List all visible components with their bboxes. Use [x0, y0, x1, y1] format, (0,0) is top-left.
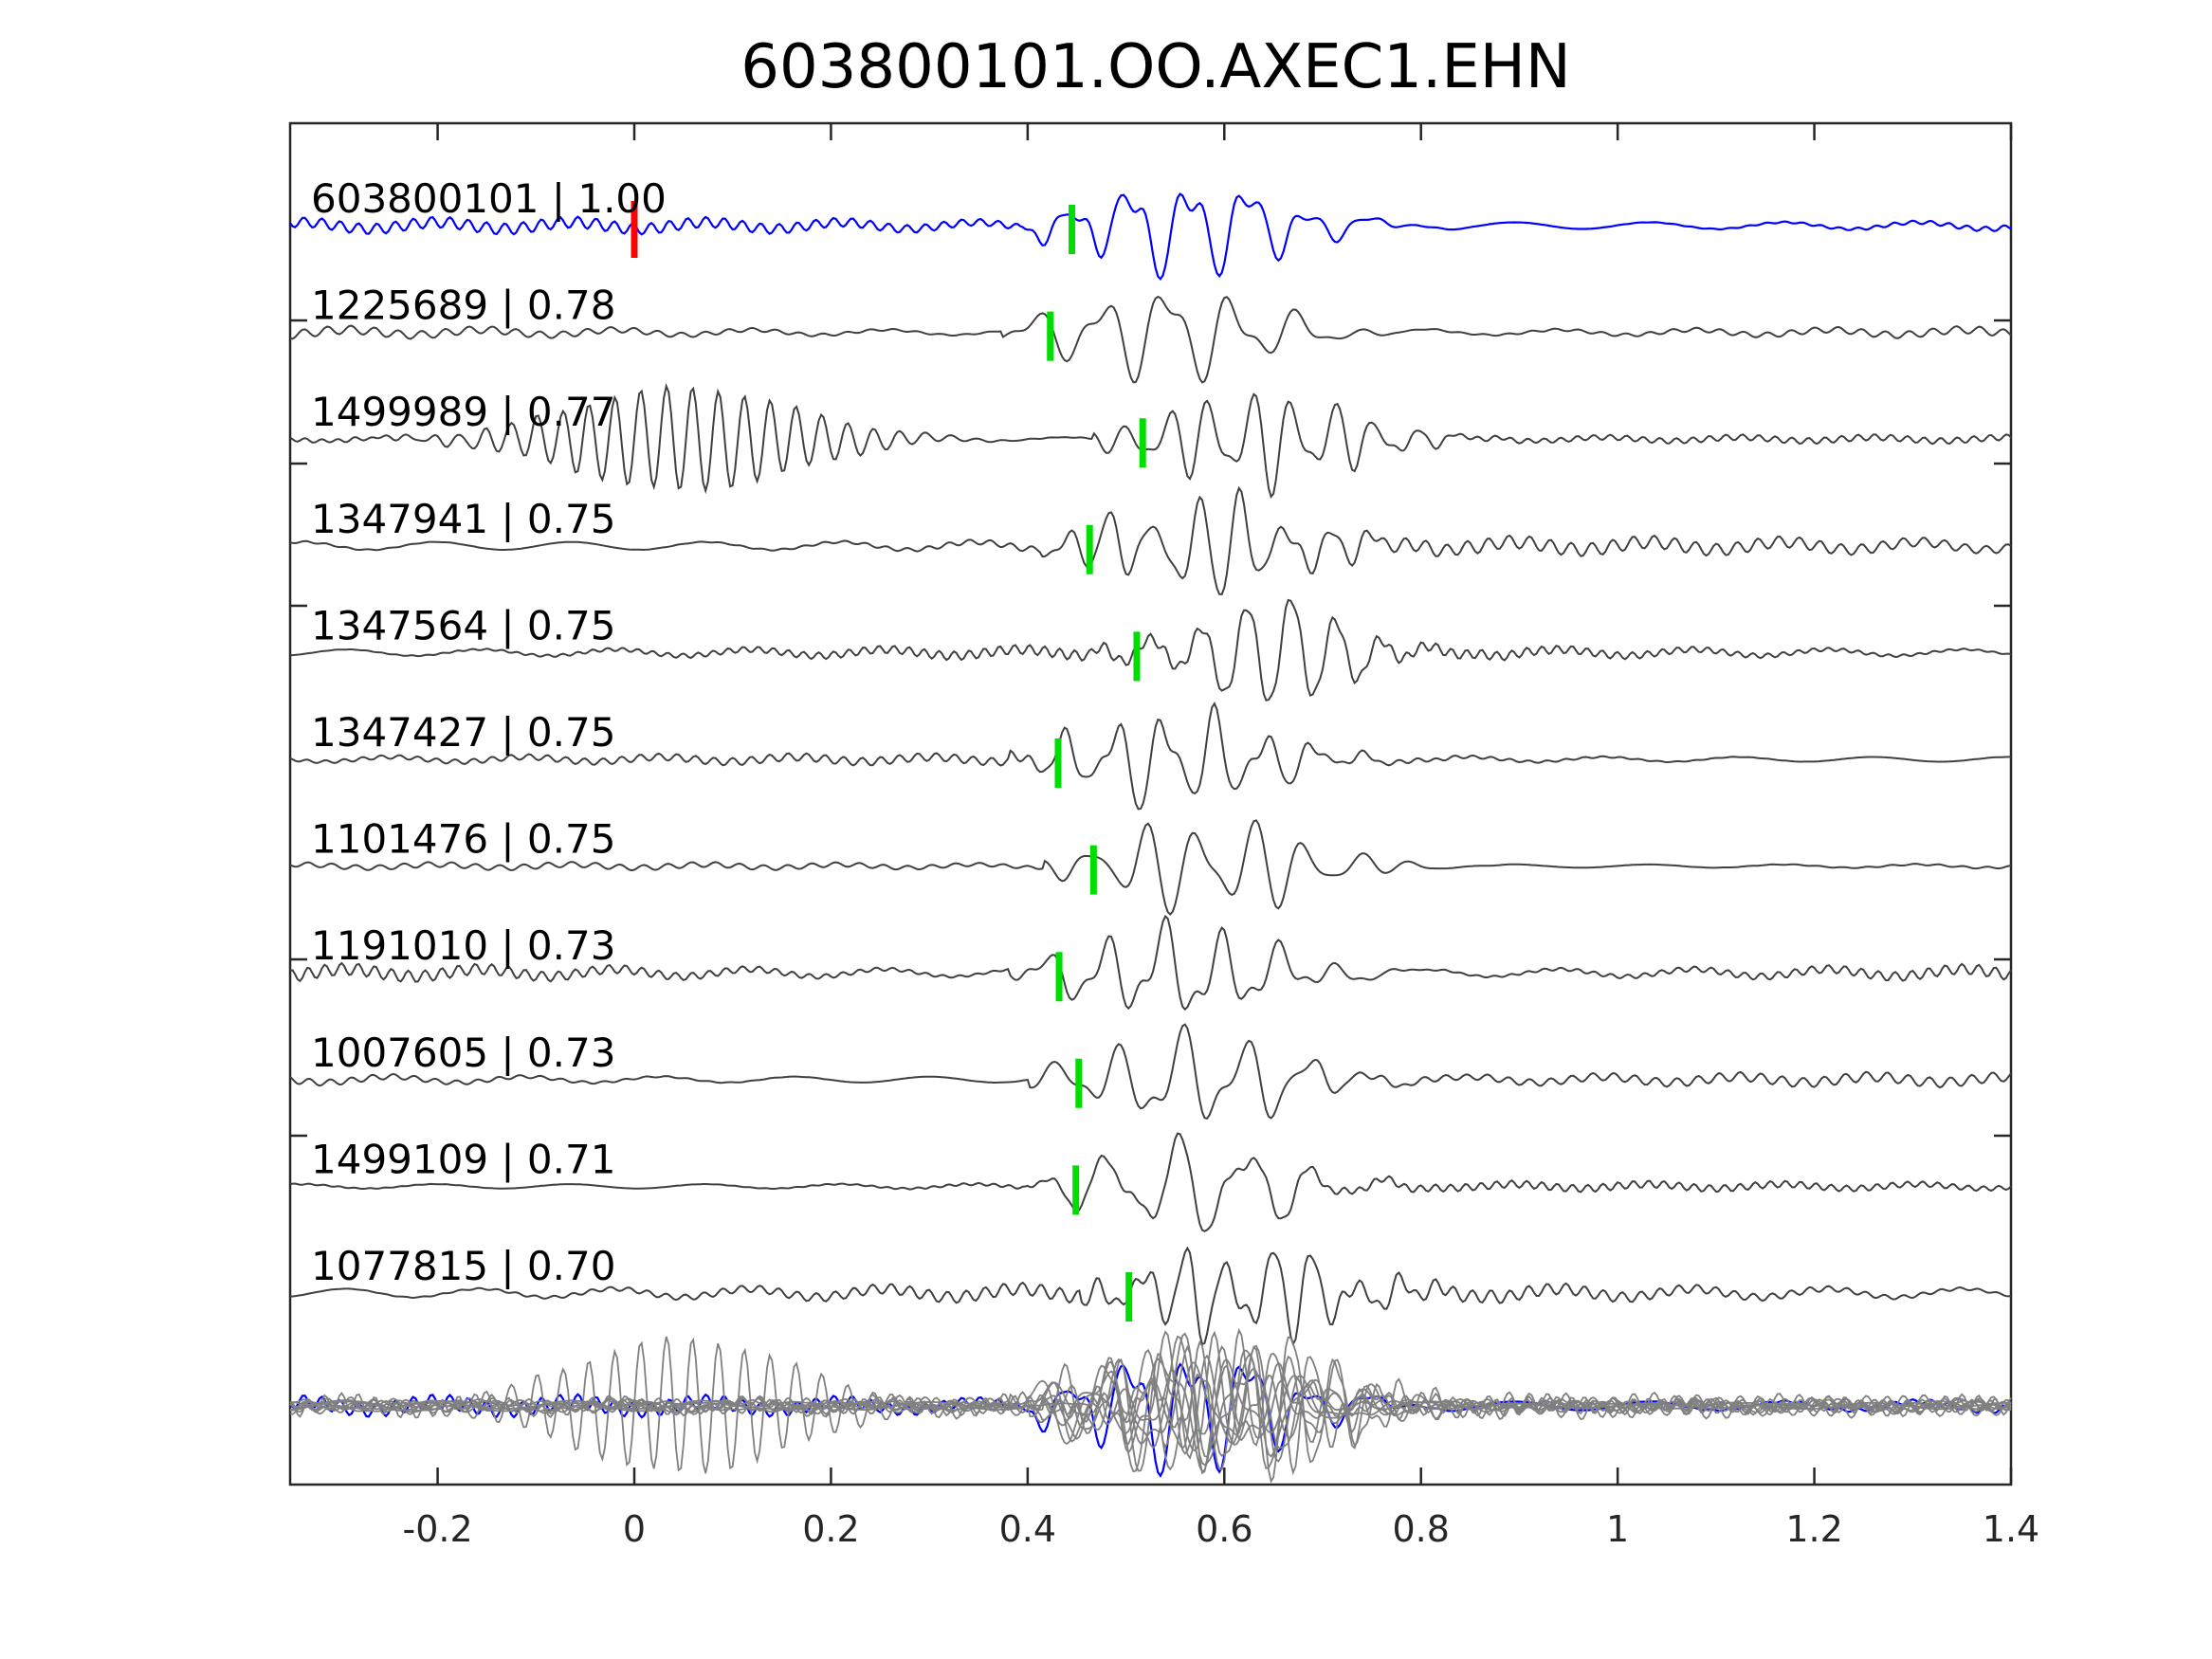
stacked-waveform	[289, 1332, 2012, 1458]
arrival-picks	[631, 201, 1146, 1322]
trace-labels: 603800101 | 1.00 1225689 | 0.78 1499989 | …	[311, 175, 667, 1289]
trace-label: 1007605 | 0.73	[311, 1030, 615, 1076]
axes-frame	[288, 121, 2013, 1486]
waveform-trace	[289, 1132, 2012, 1232]
x-tick-label: 0.6	[1196, 1508, 1252, 1550]
waveform-trace	[289, 295, 2012, 384]
x-tick-label: 1	[1606, 1508, 1629, 1550]
trace-label: 1101476 | 0.75	[311, 816, 615, 863]
trace-label: 1347564 | 0.75	[311, 602, 615, 648]
waveform-trace	[289, 598, 2012, 702]
waveform-traces	[289, 192, 2012, 1347]
trace-label: 1499989 | 0.77	[311, 389, 615, 435]
waveform-trace	[289, 702, 2011, 811]
x-tick-label: 1.2	[1785, 1508, 1842, 1550]
trace-label: 1191010 | 0.73	[311, 922, 615, 969]
x-tick-label: -0.2	[402, 1508, 472, 1550]
x-tick-label: 0.2	[802, 1508, 859, 1550]
trace-label: 1347941 | 0.75	[311, 496, 615, 542]
waveform-trace	[289, 485, 2012, 595]
x-tick-label: 0.4	[999, 1508, 1056, 1550]
stacked-waveform	[289, 1335, 2012, 1467]
trace-label: 1499109 | 0.71	[311, 1136, 615, 1182]
x-tick-label: 0	[623, 1508, 646, 1550]
stacked-waveform	[289, 1344, 2012, 1476]
trace-label: 1347427 | 0.75	[311, 709, 615, 756]
y-axis-ticks	[290, 319, 2011, 1138]
chart-title: 603800101.OO.AXEC1.EHN	[740, 32, 1571, 102]
waveform-trace	[289, 1246, 2012, 1347]
x-axis-ticks	[436, 123, 2013, 1485]
waveform-trace	[289, 1023, 2012, 1121]
trace-label: 1225689 | 0.78	[311, 283, 615, 329]
trace-label: 603800101 | 1.00	[311, 175, 667, 222]
waveform-trace	[289, 914, 2012, 1012]
waveform-trace	[289, 819, 2012, 916]
waveform-trace	[289, 192, 2012, 282]
stacked-waveforms	[289, 1327, 2012, 1484]
trace-label: 1077815 | 0.70	[311, 1243, 615, 1289]
x-tick-label: 0.8	[1392, 1508, 1449, 1550]
waveform-trace	[289, 383, 2012, 500]
x-axis-tick-labels: -0.2 0 0.2 0.4 0.6 0.8 1 1.2 1.4	[402, 1508, 2039, 1550]
x-tick-label: 1.4	[1983, 1508, 2039, 1550]
